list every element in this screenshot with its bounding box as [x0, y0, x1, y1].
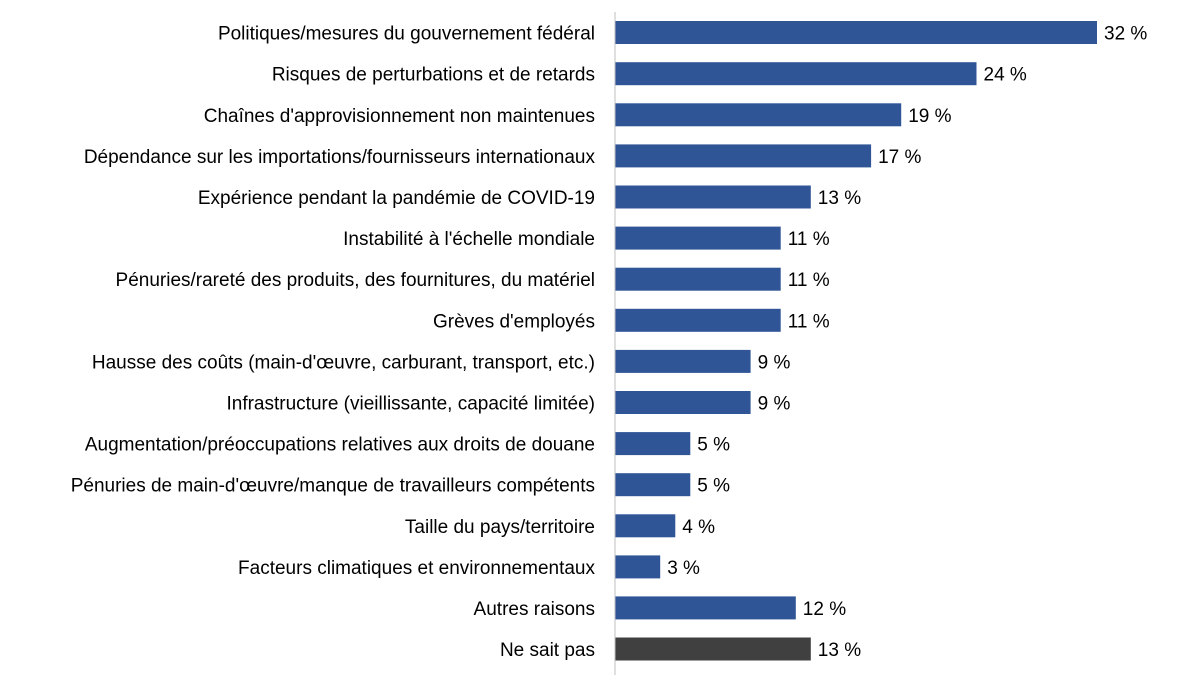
category-label: Augmentation/préoccupations relatives au… [85, 435, 595, 456]
category-label: Instabilité à l'échelle mondiale [343, 229, 595, 250]
value-label: 17 % [878, 147, 921, 168]
value-label: 11 % [788, 229, 830, 250]
category-label: Chaînes d'approvisionnement non maintenu… [204, 106, 595, 127]
bar [615, 349, 751, 373]
value-label: 11 % [788, 270, 830, 291]
category-label: Dépendance sur les importations/fourniss… [84, 147, 596, 168]
bar [615, 514, 676, 538]
category-label: Pénuries/rareté des produits, des fourni… [116, 270, 595, 291]
bar [615, 637, 811, 661]
value-label: 5 % [697, 476, 730, 497]
value-label: 24 % [984, 65, 1027, 86]
bar [615, 21, 1097, 44]
value-label: 5 % [697, 435, 730, 456]
category-label: Infrastructure (vieillissante, capacité … [226, 393, 595, 414]
bar [615, 555, 661, 579]
value-label: 3 % [667, 558, 700, 579]
value-label: 9 % [758, 393, 791, 414]
value-label: 19 % [908, 106, 951, 127]
category-label: Autres raisons [474, 599, 595, 620]
value-label: 13 % [818, 640, 861, 661]
category-label: Expérience pendant la pandémie de COVID-… [198, 188, 595, 209]
bar [615, 185, 811, 209]
bar [615, 308, 781, 332]
bar [615, 226, 781, 250]
bar [615, 62, 977, 86]
bar [615, 473, 691, 497]
value-label: 9 % [758, 352, 791, 373]
value-label: 12 % [803, 599, 846, 620]
category-label: Grèves d'employés [433, 311, 595, 332]
bar [615, 596, 796, 620]
category-label: Hausse des coûts (main-d'œuvre, carburan… [92, 352, 595, 373]
value-label: 4 % [682, 517, 715, 538]
category-label: Politiques/mesures du gouvernement fédér… [218, 24, 595, 45]
bar [615, 103, 902, 127]
category-label: Ne sait pas [500, 640, 595, 661]
bar [615, 432, 691, 456]
value-label: 11 % [788, 311, 830, 332]
bar [615, 391, 751, 414]
category-label: Pénuries de main-d'œuvre/manque de trava… [71, 476, 595, 497]
category-label: Facteurs climatiques et environnementaux [238, 558, 595, 579]
value-label: 13 % [818, 188, 861, 209]
category-label: Taille du pays/territoire [405, 517, 595, 538]
category-label: Risques de perturbations et de retards [272, 65, 595, 86]
value-label: 32 % [1104, 24, 1147, 45]
bar [615, 267, 781, 291]
bar [615, 144, 872, 168]
